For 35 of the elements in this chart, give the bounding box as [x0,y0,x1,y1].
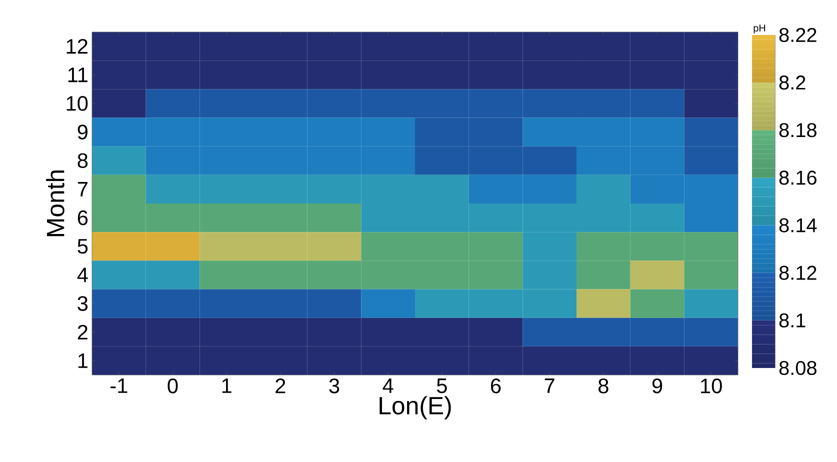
x-tick-label: 5 [436,378,447,394]
color-bar-label: 8.18 [779,123,816,138]
x-tick-label: 2 [276,378,286,394]
y-tick-label: 4 [77,268,88,282]
x-tick-label: 4 [382,378,394,393]
y-tick-label: 5 [78,239,88,254]
y-tick-label: 8 [78,153,88,168]
color-bar-title: pH [754,24,766,34]
y-tick-label: 2 [78,324,88,340]
x-tick-label: 1 [222,378,232,393]
y-tick-label: 10 [66,96,88,111]
color-bar-label: 8.1 [779,313,806,328]
x-tick-label: 7 [544,378,554,393]
color-bar-label: 8.12 [779,266,816,280]
x-tick-label: -1 [110,378,128,393]
y-tick-label: 3 [78,296,88,311]
y-axis-title: Month [46,170,64,236]
color-bar-label: 8.2 [779,76,806,90]
color-bar-label: 8.16 [779,170,816,185]
x-tick-label: 6 [491,378,501,394]
y-tick-label: 7 [78,182,88,196]
x-axis-title: Lon(E) [380,396,451,420]
y-tick-label: 12 [66,38,88,54]
x-tick-label: 0 [168,378,178,394]
y-tick-label: 1 [78,354,88,368]
color-bar-label: 8.08 [779,360,816,376]
x-tick-label: 3 [329,378,340,394]
y-tick-label: 9 [78,124,88,140]
color-bar-label: 8.22 [779,28,816,42]
x-tick-label: 8 [598,378,608,394]
y-tick-label: 6 [78,210,88,226]
x-tick-label: 10 [701,378,722,394]
x-tick-label: 9 [652,378,662,394]
y-tick-label: 11 [68,68,88,82]
color-bar-label: 8.14 [779,218,817,232]
